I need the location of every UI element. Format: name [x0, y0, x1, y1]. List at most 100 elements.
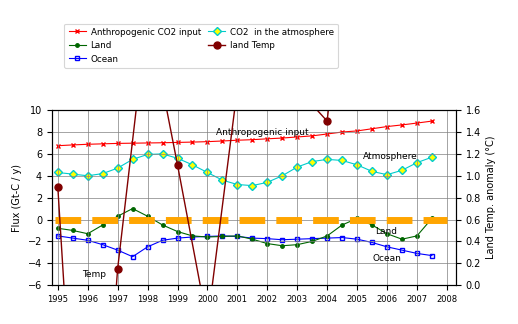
Line: Land: Land [56, 207, 434, 248]
Text: Anthropogenic input: Anthropogenic input [217, 128, 309, 137]
CO2  in the atmosphere [99, 172, 106, 176]
Ocean [175, 236, 181, 240]
Land [114, 214, 121, 218]
Anthropogenic CO2 input [399, 123, 405, 127]
Ocean [294, 237, 300, 241]
Ocean [384, 245, 390, 249]
Land [249, 237, 255, 241]
CO2  in the atmosphere [204, 170, 210, 174]
Land [175, 230, 181, 234]
Anthropogenic CO2 input [130, 141, 136, 145]
land Temp [175, 163, 181, 167]
Ocean [114, 248, 121, 252]
Ocean [204, 235, 210, 238]
Land [69, 228, 76, 232]
CO2  in the atmosphere [69, 172, 76, 176]
Land [294, 243, 300, 247]
Ocean [99, 243, 106, 247]
land Temp [55, 185, 61, 189]
Ocean [249, 236, 255, 240]
CO2  in the atmosphere [84, 174, 91, 178]
Ocean [369, 240, 375, 244]
Land [429, 216, 435, 220]
Land [145, 214, 151, 218]
CO2  in the atmosphere [279, 174, 285, 178]
Ocean [324, 236, 330, 240]
CO2  in the atmosphere [145, 153, 151, 156]
Anthropogenic CO2 input [429, 119, 435, 123]
Land [160, 223, 166, 227]
Legend: Anthropogenic CO2 input, Land, Ocean, CO2  in the atmosphere, land Temp: Anthropogenic CO2 input, Land, Ocean, CO… [64, 24, 338, 68]
Line: CO2  in the atmosphere: CO2 in the atmosphere [55, 151, 435, 188]
Ocean [429, 254, 435, 258]
CO2  in the atmosphere [339, 158, 345, 162]
CO2  in the atmosphere [175, 156, 181, 160]
Land [339, 223, 345, 227]
CO2  in the atmosphere [249, 184, 255, 188]
Land [369, 223, 375, 227]
land Temp [384, 64, 390, 68]
Anthropogenic CO2 input [354, 129, 360, 133]
CO2  in the atmosphere [309, 160, 315, 164]
CO2  in the atmosphere [190, 163, 196, 167]
Land [130, 207, 136, 211]
CO2  in the atmosphere [114, 166, 121, 170]
Ocean [145, 245, 151, 249]
Ocean [354, 237, 360, 241]
Anthropogenic CO2 input [234, 138, 240, 142]
Ocean [84, 238, 91, 242]
Land [234, 234, 240, 238]
CO2  in the atmosphere [384, 173, 390, 177]
Land [264, 242, 270, 246]
CO2  in the atmosphere [130, 157, 136, 161]
CO2  in the atmosphere [429, 155, 435, 159]
Ocean [414, 251, 420, 255]
Line: Anthropogenic CO2 input: Anthropogenic CO2 input [55, 119, 434, 148]
Text: Ocean: Ocean [372, 254, 401, 263]
CO2  in the atmosphere [294, 165, 300, 169]
Y-axis label: Flux (Gt-C / y): Flux (Gt-C / y) [12, 164, 22, 232]
CO2  in the atmosphere [369, 169, 375, 173]
CO2  in the atmosphere [219, 178, 225, 182]
Ocean [339, 236, 345, 239]
Ocean [55, 234, 61, 238]
Anthropogenic CO2 input [339, 130, 345, 134]
Land [279, 244, 285, 248]
Ocean [69, 236, 76, 240]
CO2  in the atmosphere [264, 180, 270, 184]
Land [204, 235, 210, 239]
Ocean [160, 238, 166, 242]
Land [384, 232, 390, 236]
Anthropogenic CO2 input [204, 140, 210, 144]
CO2  in the atmosphere [354, 163, 360, 167]
Ocean [264, 237, 270, 241]
CO2  in the atmosphere [324, 157, 330, 161]
CO2  in the atmosphere [414, 161, 420, 165]
land Temp [145, 10, 151, 14]
Land [354, 216, 360, 220]
Ocean [309, 237, 315, 241]
land Temp [114, 267, 121, 271]
Land [55, 226, 61, 230]
CO2  in the atmosphere [399, 168, 405, 172]
land Temp [204, 321, 210, 324]
CO2  in the atmosphere [234, 183, 240, 187]
CO2  in the atmosphere [55, 170, 61, 174]
Land [324, 234, 330, 238]
Line: land Temp: land Temp [54, 0, 421, 324]
Land [99, 223, 106, 227]
Anthropogenic CO2 input [279, 136, 285, 140]
Anthropogenic CO2 input [309, 134, 315, 138]
Ocean [219, 234, 225, 238]
Anthropogenic CO2 input [145, 141, 151, 145]
Land [219, 235, 225, 238]
Anthropogenic CO2 input [384, 125, 390, 129]
Ocean [279, 238, 285, 242]
Ocean [190, 235, 196, 239]
Anthropogenic CO2 input [324, 132, 330, 136]
Anthropogenic CO2 input [369, 127, 375, 131]
Anthropogenic CO2 input [249, 138, 255, 142]
Anthropogenic CO2 input [114, 142, 121, 145]
Ocean [130, 255, 136, 259]
Y-axis label: Land Temp. anomaly (°C): Land Temp. anomaly (°C) [486, 136, 496, 260]
